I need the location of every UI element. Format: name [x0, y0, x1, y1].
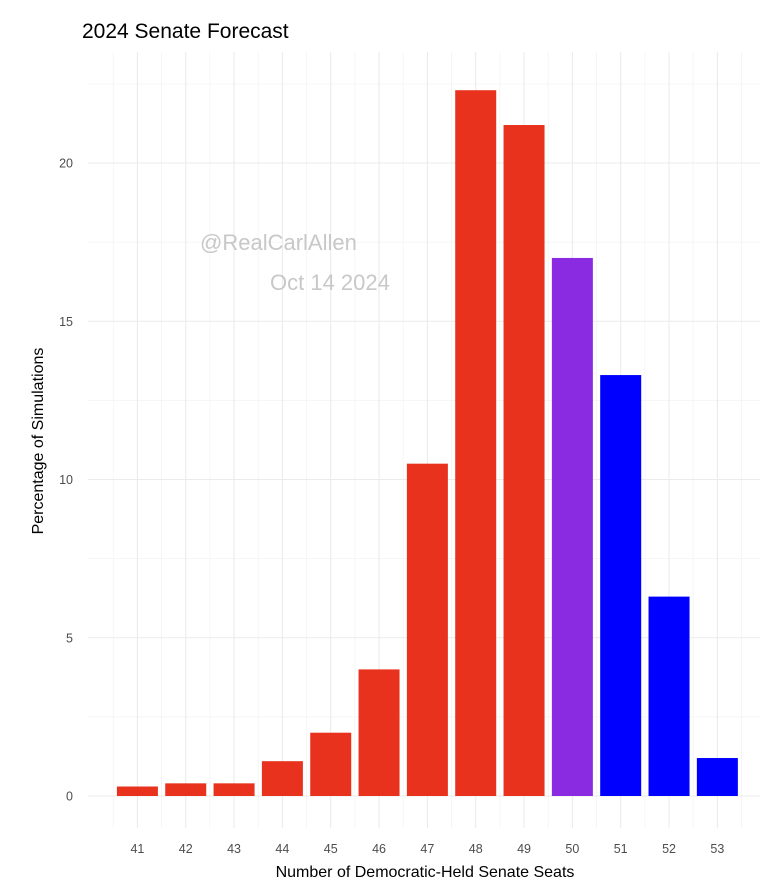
x-tick-label: 45 [324, 842, 338, 856]
y-tick-labels: 0 5 10 15 20 [59, 157, 73, 804]
y-tick-label: 0 [66, 790, 73, 804]
bars [116, 90, 738, 796]
y-tick-label: 20 [59, 157, 73, 171]
bar-seats-46 [358, 669, 400, 796]
bar-seats-45 [310, 732, 352, 796]
bar-seats-47 [406, 463, 448, 796]
y-tick-label: 5 [66, 631, 73, 645]
watermark-handle: @RealCarlAllen [200, 230, 357, 255]
chart-title: 2024 Senate Forecast [82, 20, 289, 43]
bar-seats-41 [116, 786, 158, 796]
x-tick-label: 49 [517, 842, 531, 856]
bar-seats-52 [648, 596, 690, 796]
x-tick-label: 46 [372, 842, 386, 856]
bar-seats-48 [455, 90, 497, 796]
x-tick-label: 44 [275, 842, 289, 856]
x-tick-label: 43 [227, 842, 241, 856]
x-tick-label: 42 [179, 842, 193, 856]
bar-seats-42 [165, 783, 207, 796]
bar-seats-43 [213, 783, 255, 796]
x-tick-label: 53 [710, 842, 724, 856]
x-tick-labels: 41 42 43 44 45 46 47 48 49 50 51 52 53 [130, 842, 724, 856]
bar-seats-44 [261, 761, 303, 796]
x-tick-label: 50 [565, 842, 579, 856]
watermark: @RealCarlAllen Oct 14 2024 [200, 230, 390, 295]
bar-seats-50 [551, 257, 593, 796]
y-tick-label: 10 [59, 473, 73, 487]
bar-seats-53 [696, 758, 738, 796]
y-axis-title: Percentage of Simulations [30, 348, 47, 535]
x-tick-label: 47 [420, 842, 434, 856]
x-tick-label: 41 [130, 842, 144, 856]
y-tick-label: 15 [59, 315, 73, 329]
x-tick-label: 48 [469, 842, 483, 856]
bar-seats-51 [600, 375, 642, 796]
bar-seats-49 [503, 125, 545, 796]
watermark-date: Oct 14 2024 [270, 270, 390, 295]
x-tick-label: 51 [614, 842, 628, 856]
x-tick-label: 52 [662, 842, 676, 856]
x-axis-title: Number of Democratic-Held Senate Seats [276, 864, 575, 881]
